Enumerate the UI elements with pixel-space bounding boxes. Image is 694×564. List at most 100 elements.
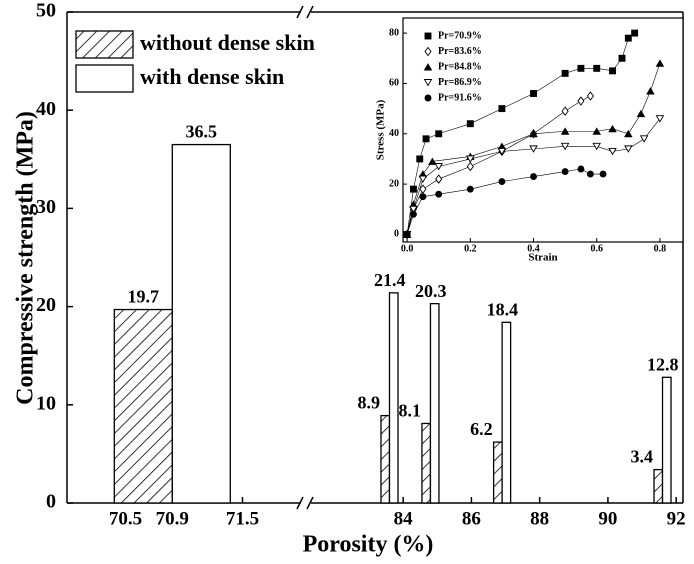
y-tick-label: 40 [36, 98, 56, 120]
y-tick-label: 10 [36, 392, 56, 414]
marker [529, 129, 538, 138]
bar [501, 321, 512, 504]
main-plot: 0 10 20 30 40 50 70.5 70.9 71.5 84 86 88 90 92 19.7 36.… [36, 0, 686, 529]
marker [409, 185, 417, 193]
bar [388, 292, 399, 504]
data-label: 19.7 [128, 287, 160, 307]
marker [608, 124, 617, 133]
marker [419, 193, 427, 201]
legend-swatch [75, 30, 134, 59]
data-label: 6.2 [470, 419, 493, 439]
bar [661, 376, 672, 504]
inset-y-tick-label: 0 [394, 229, 399, 240]
marker [497, 147, 507, 156]
marker [631, 29, 639, 37]
marker [498, 178, 506, 186]
marker [655, 59, 665, 67]
marker [424, 32, 432, 40]
inset-y-tick-label: 80 [389, 27, 399, 38]
marker [403, 230, 411, 238]
y-tick-label: 20 [36, 294, 56, 316]
y-tick-label: 50 [36, 0, 56, 22]
marker [423, 63, 433, 71]
x-tick-label: 90 [598, 508, 617, 529]
marker [435, 174, 443, 184]
bar [429, 303, 440, 504]
marker [409, 205, 418, 214]
marker [624, 145, 633, 153]
bar [421, 422, 432, 504]
data-label: 20.3 [415, 281, 447, 301]
data-label: 12.8 [647, 354, 679, 374]
x-tick-label: 71.5 [226, 508, 259, 529]
bar [653, 468, 664, 504]
marker [592, 142, 602, 151]
series-line [406, 95, 591, 235]
inset-legend-label: Pr=84.8% [438, 61, 482, 72]
marker [409, 210, 417, 218]
inset-x-tick-label: 0.4 [527, 243, 540, 254]
marker [466, 120, 474, 128]
marker [624, 34, 632, 42]
data-label: 8.1 [398, 401, 421, 421]
marker [530, 173, 537, 181]
bar [380, 414, 391, 504]
inset-y-axis-title: Stress (MPa) [375, 99, 387, 160]
legend-label: with dense skin [140, 64, 284, 89]
marker [530, 90, 537, 97]
x-tick-label: 88 [530, 508, 549, 529]
marker [655, 115, 665, 123]
marker [561, 106, 569, 116]
bar [171, 143, 231, 504]
marker [428, 157, 437, 165]
marker [586, 170, 594, 178]
inset-legend-label: Pr=83.6% [438, 46, 482, 57]
marker [586, 91, 594, 101]
inset-y-tick-label: 60 [389, 78, 399, 89]
x-tick-label: 70.9 [156, 508, 189, 529]
x-tick-label: 70.5 [109, 508, 142, 529]
marker [424, 46, 432, 57]
marker [435, 130, 443, 138]
x-tick-label: 92 [667, 508, 686, 529]
marker [560, 127, 570, 135]
data-label: 21.4 [374, 270, 406, 290]
marker [577, 96, 585, 106]
marker [639, 135, 649, 143]
marker [608, 147, 617, 156]
inset-legend-label: Pr=70.9% [438, 30, 482, 41]
x-axis-title: Porosity (%) [303, 532, 434, 558]
marker [419, 184, 427, 194]
marker [599, 170, 607, 178]
marker [636, 109, 646, 118]
marker [609, 67, 616, 75]
marker [423, 79, 433, 87]
marker [498, 105, 506, 113]
inset-x-tick-label: 0.0 [401, 243, 414, 254]
x-tick-label: 86 [462, 508, 481, 529]
inset-plot: 0 20 40 60 80 0.0 0.2 0.4 0.6 0.8 Pr=70.9% Pr=83.6%… [389, 27, 666, 254]
marker [592, 127, 602, 135]
marker [435, 190, 443, 198]
bar [113, 308, 173, 504]
inset-legend-label: Pr=86.9% [438, 77, 482, 88]
marker [560, 142, 570, 151]
marker [466, 155, 475, 163]
legend-swatch [75, 64, 134, 93]
marker [561, 168, 569, 175]
marker [624, 129, 633, 138]
inset-y-tick-label: 20 [389, 178, 399, 189]
marker [618, 54, 626, 62]
marker [418, 175, 428, 183]
marker [434, 163, 443, 171]
inset-y-tick-label: 40 [389, 128, 399, 139]
marker [416, 155, 424, 163]
marker [422, 135, 430, 143]
marker [577, 64, 585, 72]
marker [577, 165, 585, 173]
marker [593, 64, 601, 72]
y-tick-label: 30 [36, 196, 56, 218]
inset-x-tick-label: 0.6 [590, 243, 603, 254]
inset-legend-label: Pr=91.6% [438, 92, 482, 103]
